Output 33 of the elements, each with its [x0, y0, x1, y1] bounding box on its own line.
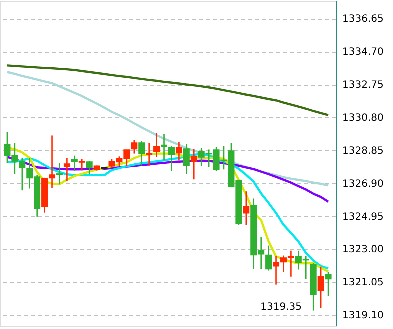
candlestick: [154, 132, 160, 158]
y-tick-label: 1324.95: [342, 212, 384, 223]
y-tick-label: 1328.85: [342, 146, 384, 157]
candlestick: [273, 256, 280, 286]
candlestick: [138, 140, 146, 166]
candlestick: [56, 162, 63, 186]
candlestick: [266, 245, 272, 272]
candlestick: [146, 142, 153, 166]
y-tick-label: 1334.70: [342, 47, 384, 58]
y-tick-label: 1330.80: [342, 112, 384, 124]
y-tick-label: 1332.75: [342, 80, 384, 92]
y-tick-label: 1323.00: [342, 244, 384, 256]
candlestick: [86, 160, 93, 175]
line-series: [6, 64, 330, 116]
candlestick: [78, 158, 86, 172]
candlestick: [190, 148, 198, 180]
candlestick: [161, 134, 168, 162]
annotation: 1319.35: [260, 302, 302, 313]
y-tick-label: 1336.65: [342, 14, 384, 26]
line-series: [6, 71, 330, 187]
candlestick: [183, 144, 190, 175]
candlestick: [243, 190, 250, 226]
y-tick-label: 1326.90: [342, 178, 384, 190]
candlestick: [176, 141, 182, 162]
candlestick: [168, 146, 175, 172]
candlestick: [318, 266, 324, 309]
candlestick: [325, 272, 332, 297]
candlestick: [64, 157, 70, 182]
candlestick: [131, 139, 138, 154]
candlestick: [71, 155, 78, 172]
y-tick-label: 1319.10: [342, 310, 384, 322]
candlestick: [49, 135, 56, 189]
y-tick-label: 1321.05: [342, 278, 384, 289]
